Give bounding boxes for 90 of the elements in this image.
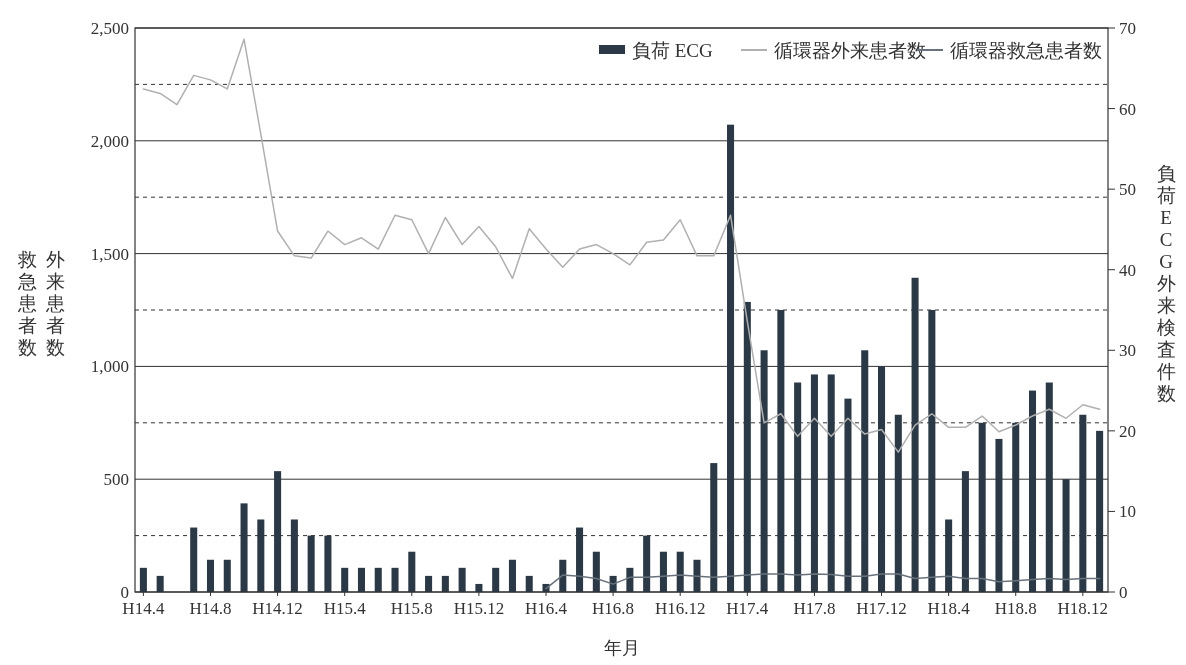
- bar: [240, 503, 248, 592]
- bar: [592, 551, 600, 592]
- bar: [139, 567, 147, 592]
- bar: [659, 551, 667, 592]
- legend-label: 循環器救急患者数: [950, 40, 1102, 61]
- bar: [1062, 479, 1070, 592]
- bar: [894, 414, 902, 592]
- y-tick-label: 500: [103, 470, 129, 490]
- x-tick-label: H17.12: [856, 599, 907, 618]
- x-tick-label: H14.4: [122, 599, 165, 618]
- bar: [945, 519, 953, 592]
- x-tick-label: H18.4: [927, 599, 971, 618]
- y2-tick-label: 30: [1119, 341, 1136, 361]
- y2-tick-label: 70: [1119, 19, 1136, 38]
- bar: [374, 567, 382, 592]
- bar: [190, 527, 198, 592]
- bar: [961, 471, 969, 592]
- y-tick-label: 2,500: [90, 19, 129, 38]
- x-tick-label: H18.12: [1057, 599, 1109, 618]
- text: 救急患者数: [16, 249, 37, 358]
- y-tick-label: 2,000: [90, 131, 129, 151]
- x-axis-title: 年月: [603, 638, 640, 658]
- bar: [1012, 422, 1020, 592]
- y2-tick-label: 10: [1119, 502, 1136, 522]
- bar: [760, 350, 768, 592]
- bar: [324, 535, 332, 592]
- bar: [844, 398, 852, 592]
- bar: [156, 575, 164, 592]
- bar: [257, 519, 265, 592]
- x-tick-label: H18.8: [994, 599, 1037, 618]
- bar: [928, 310, 936, 592]
- x-tick-label: H14.12: [252, 599, 303, 618]
- bar: [643, 535, 651, 592]
- x-tick-label: H17.4: [726, 599, 769, 618]
- bar: [341, 567, 349, 592]
- bar: [827, 374, 835, 592]
- x-tick-label: H14.8: [189, 599, 232, 618]
- y2-tick-label: 20: [1119, 421, 1136, 441]
- bar: [1028, 390, 1037, 592]
- bar: [357, 567, 365, 592]
- x-tick-label: H15.4: [323, 599, 367, 618]
- bar: [1096, 430, 1104, 592]
- bar: [492, 567, 500, 592]
- bar: [810, 374, 818, 592]
- y2-tick-label: 50: [1119, 180, 1136, 200]
- bar: [727, 124, 735, 592]
- line-series: [142, 38, 1101, 453]
- y-tick-label: 1,500: [90, 244, 129, 264]
- bar: [743, 301, 751, 592]
- x-tick-label: H15.12: [453, 599, 505, 618]
- legend-label: 負荷 ECG: [632, 40, 714, 61]
- bar: [1079, 414, 1087, 592]
- line-series: [545, 573, 1101, 590]
- x-tick-label: H15.8: [390, 599, 433, 618]
- x-tick-label: H16.8: [592, 599, 635, 618]
- x-tick-label: H16.4: [524, 599, 568, 618]
- y2-tick-label: 60: [1119, 99, 1136, 119]
- bar: [223, 559, 231, 592]
- x-tick-label: H17.8: [793, 599, 836, 618]
- bar: [290, 519, 298, 592]
- bar: [1045, 382, 1053, 592]
- bar: [274, 471, 282, 592]
- bar: [911, 277, 919, 592]
- bar: [710, 463, 718, 592]
- bar: [525, 575, 533, 592]
- y-axis-title: 外来患者数: [44, 249, 65, 358]
- bar: [307, 535, 315, 592]
- y-tick-label: 0: [120, 583, 129, 602]
- bar: [693, 559, 701, 592]
- y2-tick-label: 0: [1119, 583, 1128, 602]
- bar: [206, 559, 215, 592]
- bar: [978, 422, 986, 592]
- y2-tick-label: 40: [1119, 260, 1136, 280]
- bar: [458, 567, 466, 592]
- bar: [777, 310, 785, 592]
- bar: [676, 551, 684, 592]
- bar: [391, 567, 399, 592]
- bar: [408, 551, 416, 592]
- x-tick-label: H16.12: [654, 599, 706, 618]
- bar: [508, 559, 516, 592]
- bar: [425, 575, 433, 592]
- bar: [861, 350, 869, 592]
- text: 負荷ECG外来検査件数: [1156, 163, 1176, 404]
- bar: [878, 366, 886, 592]
- bar: [995, 438, 1003, 592]
- bar: [441, 575, 449, 592]
- bar: [794, 382, 802, 592]
- bar: [559, 559, 567, 592]
- y-tick-label: 1,000: [90, 357, 129, 377]
- bar: [576, 527, 584, 592]
